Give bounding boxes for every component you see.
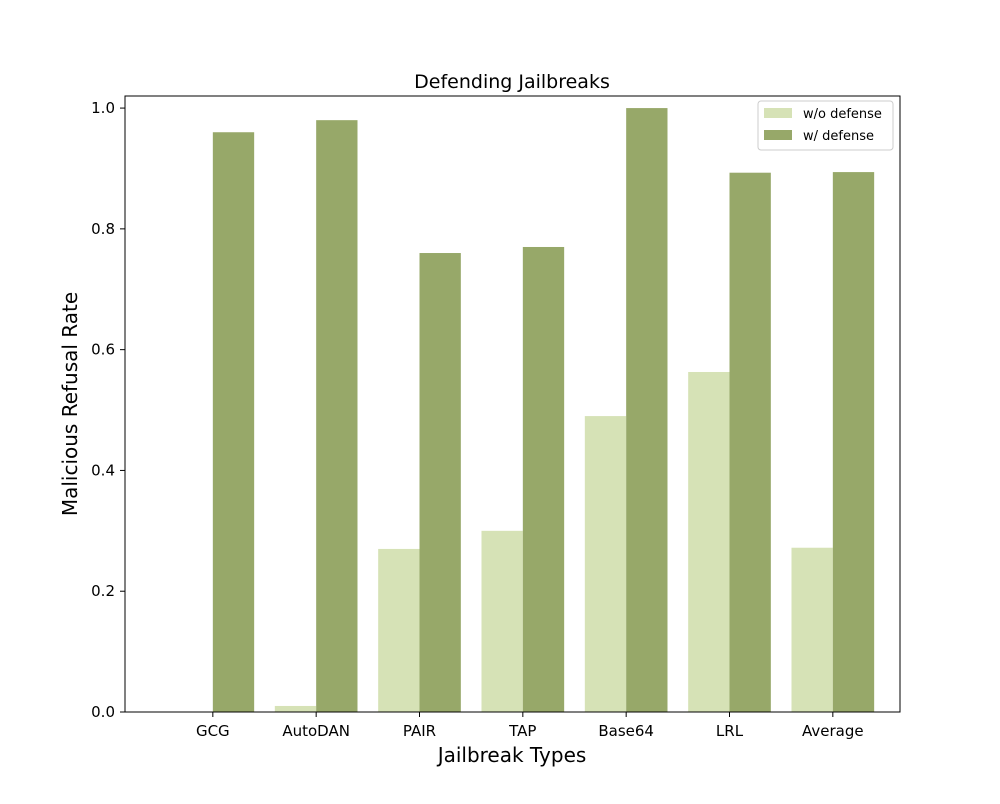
bar-without-defense-tap xyxy=(481,530,523,712)
bar-without-defense-base64 xyxy=(584,416,627,712)
bar-without-defense-lrl xyxy=(688,371,730,712)
x-axis: GCG AutoDAN PAIR TAP Base64 LRL Average xyxy=(196,712,864,740)
x-tick-label: Base64 xyxy=(598,722,654,740)
x-tick-label: TAP xyxy=(508,722,536,740)
legend: w/o defense w/ defense xyxy=(757,100,894,151)
bar-without-defense-pair xyxy=(378,548,420,712)
legend-swatch-with-defense xyxy=(764,130,792,140)
x-tick-label: PAIR xyxy=(403,722,436,740)
x-tick-label: AutoDAN xyxy=(282,722,350,740)
y-tick-label: 1.0 xyxy=(91,99,115,117)
bar-without-defense-autodan xyxy=(274,705,317,712)
y-tick-label: 0.2 xyxy=(91,582,115,600)
x-axis-label: Jailbreak Types xyxy=(436,743,587,767)
plot-frame xyxy=(124,95,901,713)
bar-with-defense-pair xyxy=(419,253,461,712)
bar-with-defense-gcg xyxy=(212,132,255,713)
bar-with-defense-autodan xyxy=(316,120,358,712)
x-tick-label: GCG xyxy=(196,722,230,740)
legend-label-with-defense: w/ defense xyxy=(803,129,874,144)
x-tick-label: LRL xyxy=(716,722,744,740)
y-axis: 0.0 0.2 0.4 0.6 0.8 1.0 xyxy=(91,99,125,721)
bar-with-defense-tap xyxy=(522,246,565,713)
bar-with-defense-lrl xyxy=(729,172,771,712)
legend-label-without-defense: w/o defense xyxy=(803,107,882,122)
y-tick-label: 0.4 xyxy=(91,461,115,479)
y-axis-label: Malicious Refusal Rate xyxy=(58,292,82,516)
y-tick-label: 0.6 xyxy=(91,341,115,359)
y-tick-label: 0.0 xyxy=(91,703,115,721)
y-tick-label: 0.8 xyxy=(91,220,115,238)
bars-group xyxy=(212,108,875,713)
bar-without-defense-average xyxy=(791,547,833,712)
bar-with-defense-average xyxy=(832,172,875,713)
legend-swatch-without-defense xyxy=(764,108,792,118)
x-tick-label: Average xyxy=(802,722,864,740)
chart-title: Defending Jailbreaks xyxy=(414,71,610,93)
bar-with-defense-base64 xyxy=(626,108,668,712)
